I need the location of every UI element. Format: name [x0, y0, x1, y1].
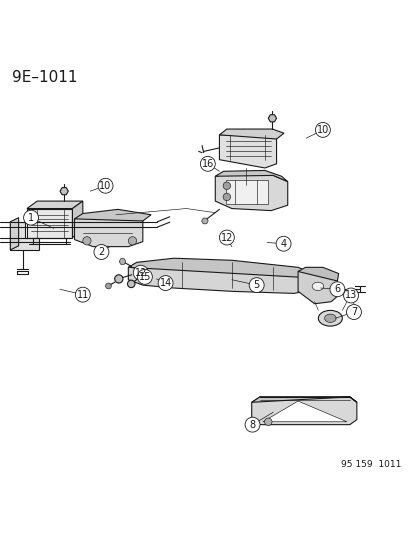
- Polygon shape: [128, 262, 314, 293]
- Text: 1: 1: [28, 213, 34, 223]
- Circle shape: [223, 193, 230, 200]
- Text: 10: 10: [99, 181, 112, 191]
- Circle shape: [343, 288, 358, 303]
- Text: 9E–1011: 9E–1011: [12, 70, 78, 85]
- Polygon shape: [262, 401, 346, 422]
- Polygon shape: [225, 180, 268, 204]
- Text: 95 159  1011: 95 159 1011: [340, 459, 401, 469]
- Text: 2: 2: [98, 247, 104, 257]
- Polygon shape: [27, 201, 83, 208]
- Ellipse shape: [311, 282, 323, 290]
- Circle shape: [223, 182, 230, 190]
- Ellipse shape: [324, 314, 335, 322]
- Circle shape: [114, 275, 123, 283]
- Circle shape: [133, 265, 148, 280]
- Circle shape: [105, 283, 111, 289]
- Circle shape: [346, 304, 361, 319]
- Circle shape: [127, 280, 135, 288]
- Circle shape: [244, 417, 259, 432]
- Polygon shape: [27, 208, 72, 238]
- Circle shape: [249, 278, 263, 293]
- Polygon shape: [10, 222, 39, 250]
- Text: 10: 10: [316, 125, 328, 135]
- Polygon shape: [215, 173, 287, 211]
- Circle shape: [94, 245, 109, 260]
- Polygon shape: [74, 214, 142, 247]
- Polygon shape: [72, 201, 83, 238]
- Circle shape: [24, 210, 38, 225]
- Text: 16: 16: [201, 159, 214, 169]
- Polygon shape: [297, 271, 337, 304]
- Polygon shape: [215, 171, 287, 182]
- Text: 15: 15: [138, 272, 151, 282]
- Text: 14: 14: [159, 278, 171, 288]
- Circle shape: [137, 269, 152, 284]
- Polygon shape: [74, 209, 151, 221]
- Circle shape: [315, 123, 330, 138]
- Polygon shape: [297, 268, 338, 281]
- Circle shape: [219, 230, 234, 245]
- Polygon shape: [219, 129, 283, 139]
- Text: 7: 7: [350, 307, 356, 317]
- Circle shape: [264, 418, 271, 425]
- Circle shape: [275, 236, 290, 251]
- Circle shape: [200, 156, 215, 171]
- Circle shape: [329, 282, 344, 297]
- Text: 4: 4: [280, 239, 286, 249]
- Text: 6: 6: [334, 284, 339, 294]
- Circle shape: [75, 287, 90, 302]
- Circle shape: [158, 276, 173, 290]
- Text: 13: 13: [344, 290, 356, 301]
- Polygon shape: [219, 135, 276, 168]
- Polygon shape: [251, 397, 356, 425]
- Text: 12: 12: [134, 268, 147, 278]
- Text: 8: 8: [249, 419, 255, 430]
- Text: 12: 12: [220, 232, 233, 243]
- Circle shape: [128, 237, 136, 245]
- Polygon shape: [251, 397, 356, 402]
- Polygon shape: [128, 258, 314, 278]
- Text: 5: 5: [253, 280, 259, 290]
- Text: 11: 11: [76, 289, 89, 300]
- Polygon shape: [10, 217, 19, 250]
- Circle shape: [98, 179, 113, 193]
- Circle shape: [83, 237, 91, 245]
- Ellipse shape: [318, 310, 342, 326]
